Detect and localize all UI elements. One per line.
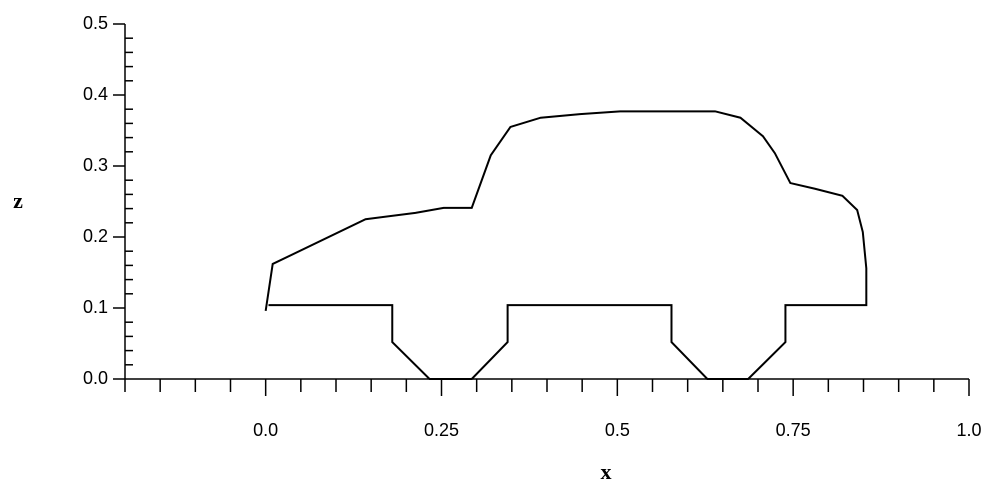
x-tick-label: 1.0 [956,420,981,440]
y-tick-label: 0.4 [83,84,108,104]
outline [264,110,868,380]
x-tick-label: 0.5 [605,420,630,440]
x-tick-label: 0.25 [424,420,459,440]
y-axis-title: z [13,188,23,213]
y-tick-label: 0.2 [83,226,108,246]
y-tick-label: 0.1 [83,297,108,317]
y-tick-label: 0.0 [83,368,108,388]
x-axis-title: x [601,459,612,484]
y-tick-label: 0.5 [83,13,108,33]
x-tick-label: 0.75 [776,420,811,440]
y-tick-label: 0.3 [83,155,108,175]
x-tick-label: 0.0 [253,420,278,440]
